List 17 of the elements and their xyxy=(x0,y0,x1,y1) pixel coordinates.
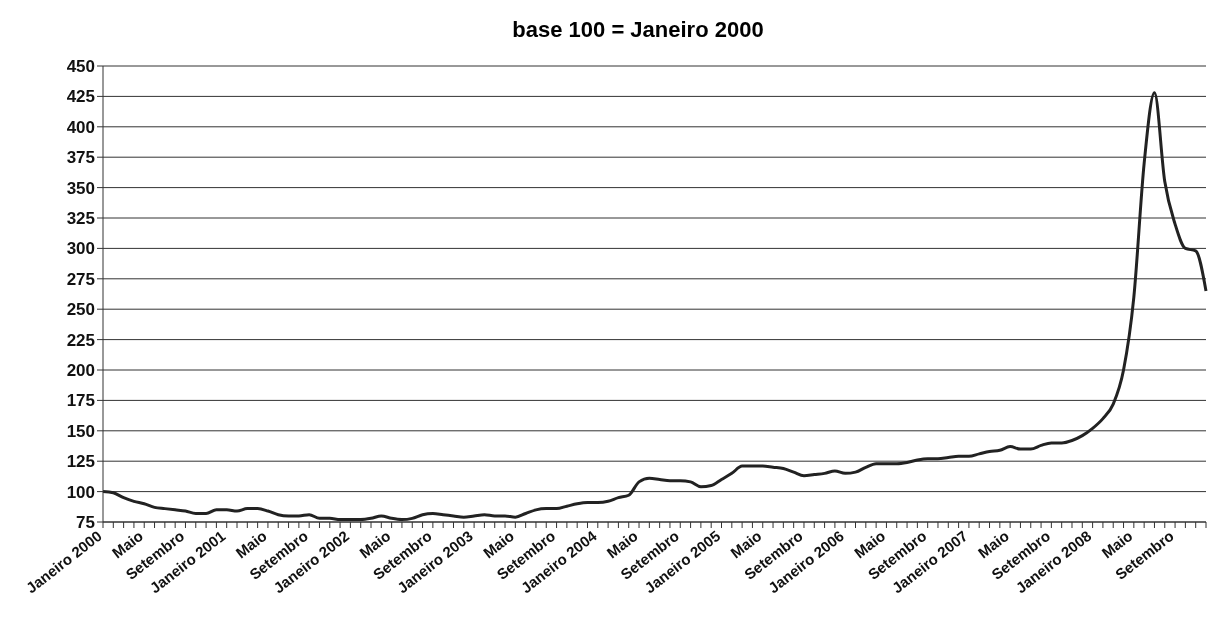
y-tick-label: 125 xyxy=(66,452,95,472)
y-tick-label: 350 xyxy=(66,178,95,198)
y-tick-label: 425 xyxy=(66,87,95,107)
y-tick-label: 225 xyxy=(66,330,95,350)
y-tick-label: 100 xyxy=(66,482,95,502)
y-tick-label: 375 xyxy=(66,148,95,168)
y-tick-label: 175 xyxy=(66,391,95,411)
y-tick-label: 75 xyxy=(76,513,95,533)
chart-title: base 100 = Janeiro 2000 xyxy=(511,16,765,44)
y-tick-label: 275 xyxy=(66,269,95,289)
y-tick-label: 250 xyxy=(66,300,95,320)
y-tick-label: 300 xyxy=(66,239,95,259)
y-tick-label: 325 xyxy=(66,209,95,229)
y-tick-label: 400 xyxy=(66,117,95,137)
y-tick-label: 200 xyxy=(66,361,95,381)
y-tick-label: 150 xyxy=(66,421,95,441)
y-tick-label: 450 xyxy=(66,57,95,77)
